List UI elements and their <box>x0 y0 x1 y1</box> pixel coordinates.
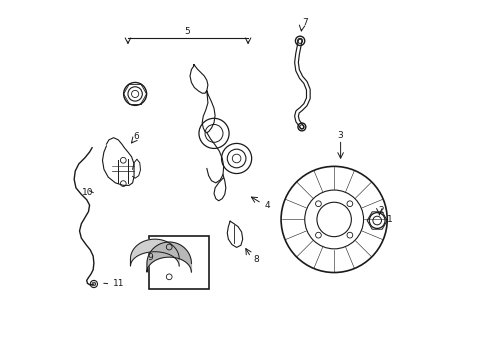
Polygon shape <box>130 239 179 266</box>
Text: 6: 6 <box>133 132 139 141</box>
Text: 4: 4 <box>264 201 270 210</box>
Text: 11: 11 <box>112 279 124 288</box>
Text: 2: 2 <box>378 206 384 215</box>
Polygon shape <box>147 242 191 272</box>
Text: 3: 3 <box>337 131 343 140</box>
Text: 1: 1 <box>386 215 392 224</box>
Text: 10: 10 <box>81 188 93 197</box>
Bar <box>149 236 208 289</box>
Text: 5: 5 <box>184 27 190 36</box>
Text: 9: 9 <box>147 253 153 262</box>
Text: 8: 8 <box>253 255 259 264</box>
Text: 7: 7 <box>301 18 307 27</box>
